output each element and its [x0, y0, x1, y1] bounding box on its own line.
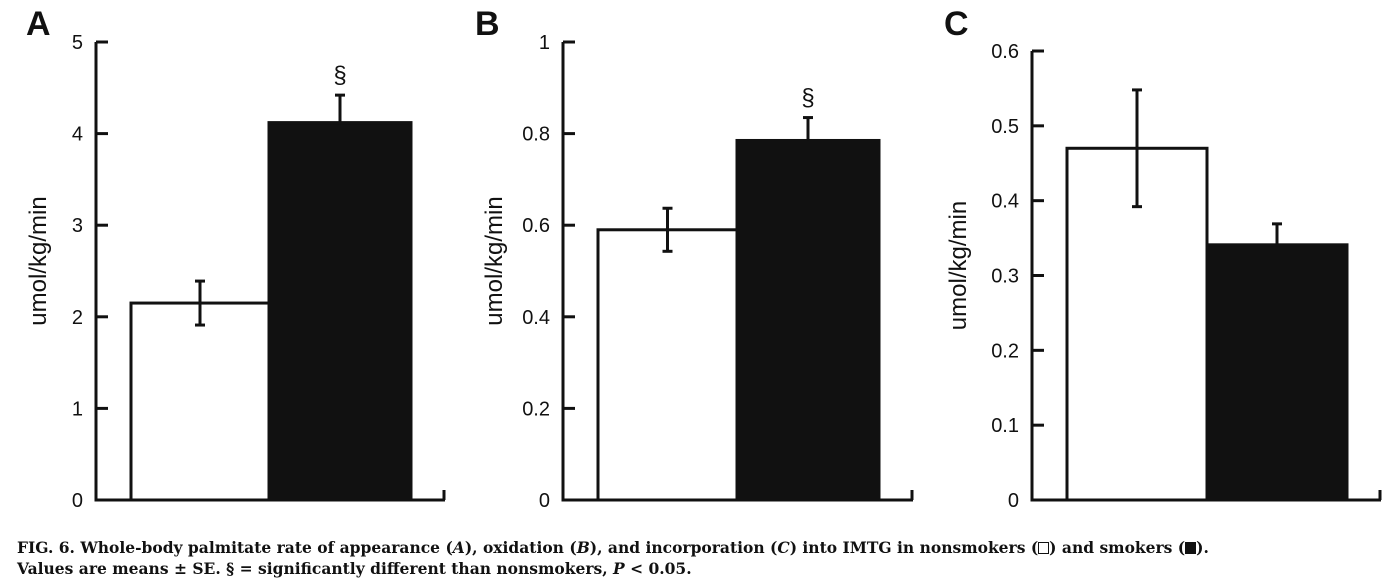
y-tick-label: 0.5 — [991, 116, 1019, 138]
bar-smokers — [1205, 243, 1349, 502]
caption-text: < 0.05. — [624, 559, 692, 578]
caption-text: ) into IMTG in nonsmokers ( — [789, 538, 1039, 557]
caption-p-symbol: P — [613, 559, 625, 578]
y-axis-title: umol/kg/min — [481, 196, 508, 325]
caption-line-2: Values are means ± SE. § = significantly… — [17, 558, 1395, 579]
caption-text: ) and smokers ( — [1049, 538, 1186, 557]
caption-text: Values are means ± SE. § = significantly… — [17, 559, 614, 578]
caption-line-1: FIG. 6. Whole-body palmitate rate of app… — [17, 537, 1395, 558]
panel-label: B — [475, 5, 500, 43]
y-tick-label: 3 — [72, 215, 83, 237]
y-tick-label: 0.3 — [991, 266, 1019, 288]
caption-panel-ref: A — [452, 538, 465, 557]
caption-text: ). — [1196, 538, 1209, 557]
y-tick-label: 0.2 — [991, 340, 1019, 362]
y-tick-label: 0 — [539, 490, 550, 512]
y-axis-title: umol/kg/min — [25, 196, 52, 325]
y-tick-label: 0.2 — [522, 398, 550, 420]
panel-label: C — [944, 5, 969, 43]
caption-panel-ref: C — [777, 538, 790, 557]
y-tick-label: 0 — [72, 490, 83, 512]
panel-label: A — [26, 5, 51, 43]
y-tick-label: 2 — [72, 307, 83, 329]
y-tick-label: 0.6 — [522, 215, 550, 237]
significance-marker: § — [333, 62, 346, 89]
y-tick-label: 0.1 — [991, 415, 1019, 437]
bar-smokers — [267, 121, 413, 502]
y-tick-label: 0.4 — [991, 191, 1019, 213]
y-tick-label: 1 — [539, 32, 550, 54]
y-tick-label: 0.6 — [991, 41, 1019, 63]
caption-panel-ref: B — [576, 538, 590, 557]
filled-square-icon — [1185, 542, 1197, 554]
significance-marker: § — [801, 85, 814, 112]
caption-text: Whole-body palmitate rate of appearance … — [74, 538, 453, 557]
open-square-icon — [1038, 542, 1050, 554]
caption-text: ), oxidation ( — [464, 538, 577, 557]
bar-nonsmokers — [129, 301, 271, 502]
bar-nonsmokers — [596, 228, 739, 502]
caption-fig-label: FIG. 6. — [17, 538, 75, 557]
y-tick-label: 0.4 — [522, 307, 550, 329]
bar-smokers — [735, 138, 881, 502]
y-tick-label: 0.8 — [522, 124, 550, 146]
y-tick-label: 1 — [72, 398, 83, 420]
y-axis-title: umol/kg/min — [945, 201, 972, 330]
y-tick-label: 0 — [1008, 490, 1019, 512]
figure-caption: FIG. 6. Whole-body palmitate rate of app… — [17, 537, 1395, 579]
y-tick-label: 5 — [72, 32, 83, 54]
y-tick-label: 4 — [72, 124, 83, 146]
caption-text: ), and incorporation ( — [589, 538, 778, 557]
